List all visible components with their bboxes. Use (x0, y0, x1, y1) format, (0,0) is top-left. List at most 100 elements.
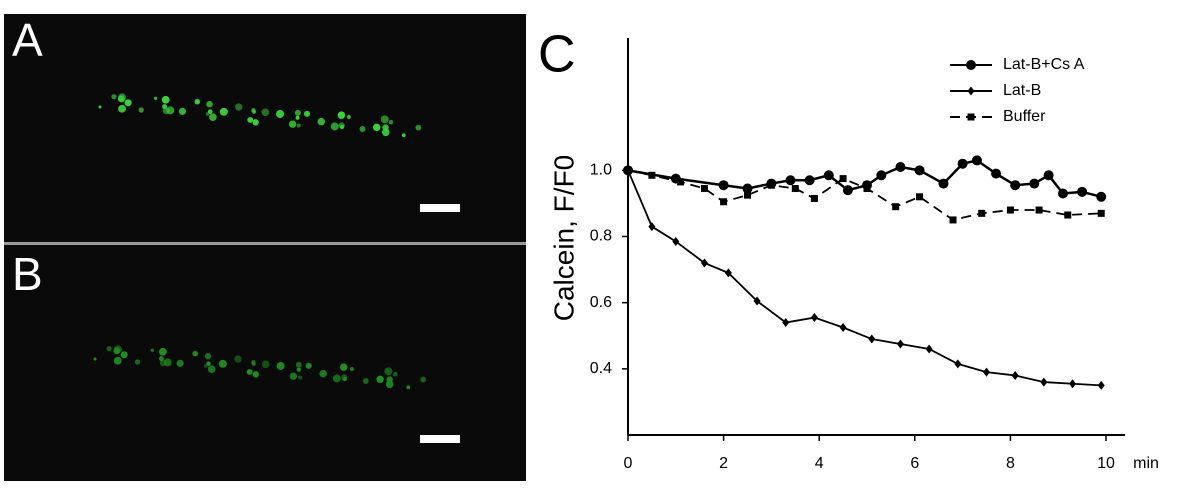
marker (724, 268, 732, 278)
panel-label: B (12, 248, 43, 300)
marker (720, 198, 728, 206)
speckle (192, 350, 198, 357)
marker (868, 334, 876, 344)
speckle (138, 107, 144, 113)
marker (804, 175, 815, 186)
speckle (386, 376, 393, 383)
speckle (339, 124, 345, 130)
speckle (330, 122, 339, 131)
marker (742, 183, 753, 194)
marker (971, 155, 982, 166)
marker (677, 178, 685, 186)
speckle (252, 371, 259, 378)
fluorescence-b (93, 345, 427, 390)
marker (978, 209, 986, 217)
speckle (342, 376, 347, 382)
speckle (206, 100, 213, 108)
speckle (305, 362, 312, 369)
x-tick-label: 4 (815, 455, 824, 472)
marker (810, 313, 818, 323)
speckle (332, 374, 341, 383)
speckle (194, 98, 201, 105)
speckle (261, 360, 270, 369)
marker (1029, 178, 1040, 189)
speckle (161, 95, 170, 104)
marker (863, 185, 871, 193)
speckle (420, 376, 427, 383)
speckle (295, 361, 302, 368)
marker (782, 318, 790, 328)
speckle (203, 364, 208, 368)
speckle (289, 372, 298, 380)
speckle (296, 123, 301, 128)
speckle (204, 352, 212, 360)
x-tick-label: 10 (1097, 455, 1115, 472)
legend-label: Buffer (1003, 108, 1046, 125)
speckle (382, 124, 389, 131)
marker (1057, 188, 1068, 199)
speckle (362, 378, 369, 384)
marker (1096, 191, 1107, 202)
speckle (234, 355, 242, 363)
speckle (276, 361, 285, 370)
marker (954, 359, 962, 369)
speckle (219, 107, 228, 116)
marker (1069, 379, 1077, 389)
y-tick-label: 0.4 (590, 360, 612, 377)
marker (991, 168, 1002, 179)
marker (1064, 211, 1072, 219)
marker (648, 171, 656, 179)
x-tick-label: 2 (719, 455, 728, 472)
speckle (294, 109, 301, 116)
speckle (93, 357, 97, 361)
speckle (298, 375, 303, 380)
marker (791, 185, 799, 193)
speckle (288, 120, 297, 128)
marker (1043, 170, 1054, 181)
panel-label: A (12, 14, 43, 66)
x-tick-label: 6 (910, 455, 919, 472)
speckle (106, 346, 112, 352)
marker (648, 222, 656, 232)
scale-bar (420, 435, 460, 443)
marker (892, 203, 900, 211)
legend-marker (966, 60, 976, 70)
speckle (376, 375, 384, 384)
speckle (393, 371, 398, 377)
marker (767, 181, 775, 189)
speckle (176, 359, 184, 367)
speckle (113, 345, 122, 354)
speckle (163, 358, 172, 367)
marker (949, 216, 957, 224)
speckle (251, 108, 256, 113)
speckle (295, 115, 300, 120)
speckle (124, 99, 132, 107)
marker (839, 322, 847, 332)
speckle (388, 119, 394, 125)
speckle (246, 369, 253, 375)
marker (1097, 209, 1105, 217)
marker (896, 339, 904, 349)
y-tick-label: 0.6 (590, 294, 612, 311)
speckle (134, 359, 141, 365)
marker (810, 194, 818, 202)
marker (700, 258, 708, 268)
marker (957, 158, 968, 169)
speckle (372, 123, 381, 132)
marker (916, 193, 924, 201)
marker (1006, 206, 1014, 214)
legend-label: Lat-B+Cs A (1003, 56, 1085, 73)
scale-bar (420, 204, 460, 212)
marker (876, 170, 887, 181)
speckle (319, 369, 327, 378)
marker (823, 170, 834, 181)
speckle (209, 113, 217, 122)
speckle (296, 367, 301, 372)
speckle (406, 385, 411, 390)
speckle (120, 351, 128, 359)
marker (925, 344, 933, 354)
speckle (276, 109, 285, 118)
speckle (415, 124, 422, 131)
marker (785, 175, 796, 186)
speckle (317, 117, 326, 126)
